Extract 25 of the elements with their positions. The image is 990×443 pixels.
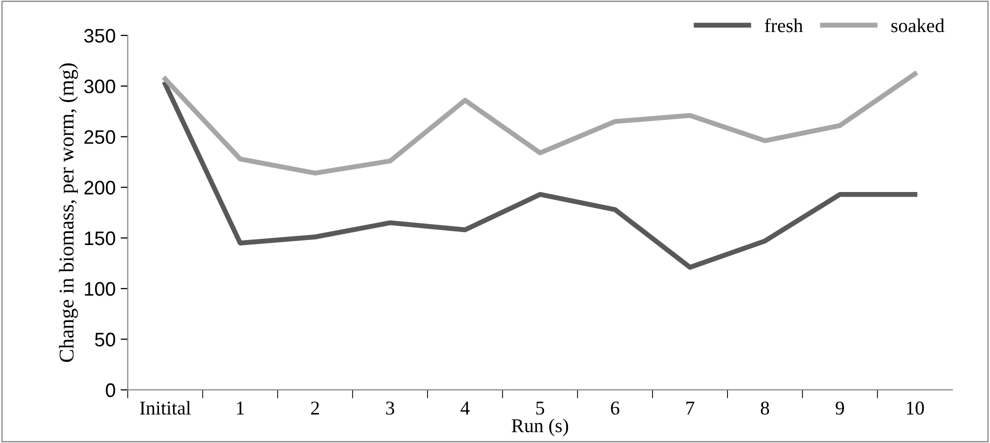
x-tick-label: 10 (906, 402, 924, 415)
y-tick-label: 300 (84, 80, 116, 94)
y-tick-label: 150 (84, 231, 116, 246)
y-tick-label: 200 (84, 180, 116, 195)
y-axis-title: Change in biomass, per worm, (mg) (58, 63, 78, 362)
y-tick-label: 100 (84, 282, 116, 296)
x-tick-label: 8 (760, 402, 770, 415)
x-tick-label: 5 (536, 402, 544, 415)
x-axis-title: Run (s) (512, 418, 568, 436)
x-tick-label: 3 (386, 402, 394, 415)
y-tick-label: 250 (84, 130, 116, 144)
x-tick-label: 9 (836, 402, 844, 415)
line-series (162, 82, 918, 270)
legend-label: fresh (764, 18, 803, 32)
x-tick-label: 4 (460, 402, 470, 414)
y-tick-label: 0 (106, 383, 116, 398)
y-tick-label: 350 (84, 28, 116, 43)
x-tick-label: 6 (610, 402, 620, 415)
x-tick-label: 2 (311, 402, 319, 414)
x-tick-label: 1 (237, 402, 244, 414)
x-tick-label: 7 (686, 402, 694, 414)
y-tick-label: 50 (95, 332, 116, 346)
x-tick-label: Initital (140, 400, 191, 415)
legend-label: soaked (891, 18, 944, 32)
line-series (162, 71, 918, 176)
